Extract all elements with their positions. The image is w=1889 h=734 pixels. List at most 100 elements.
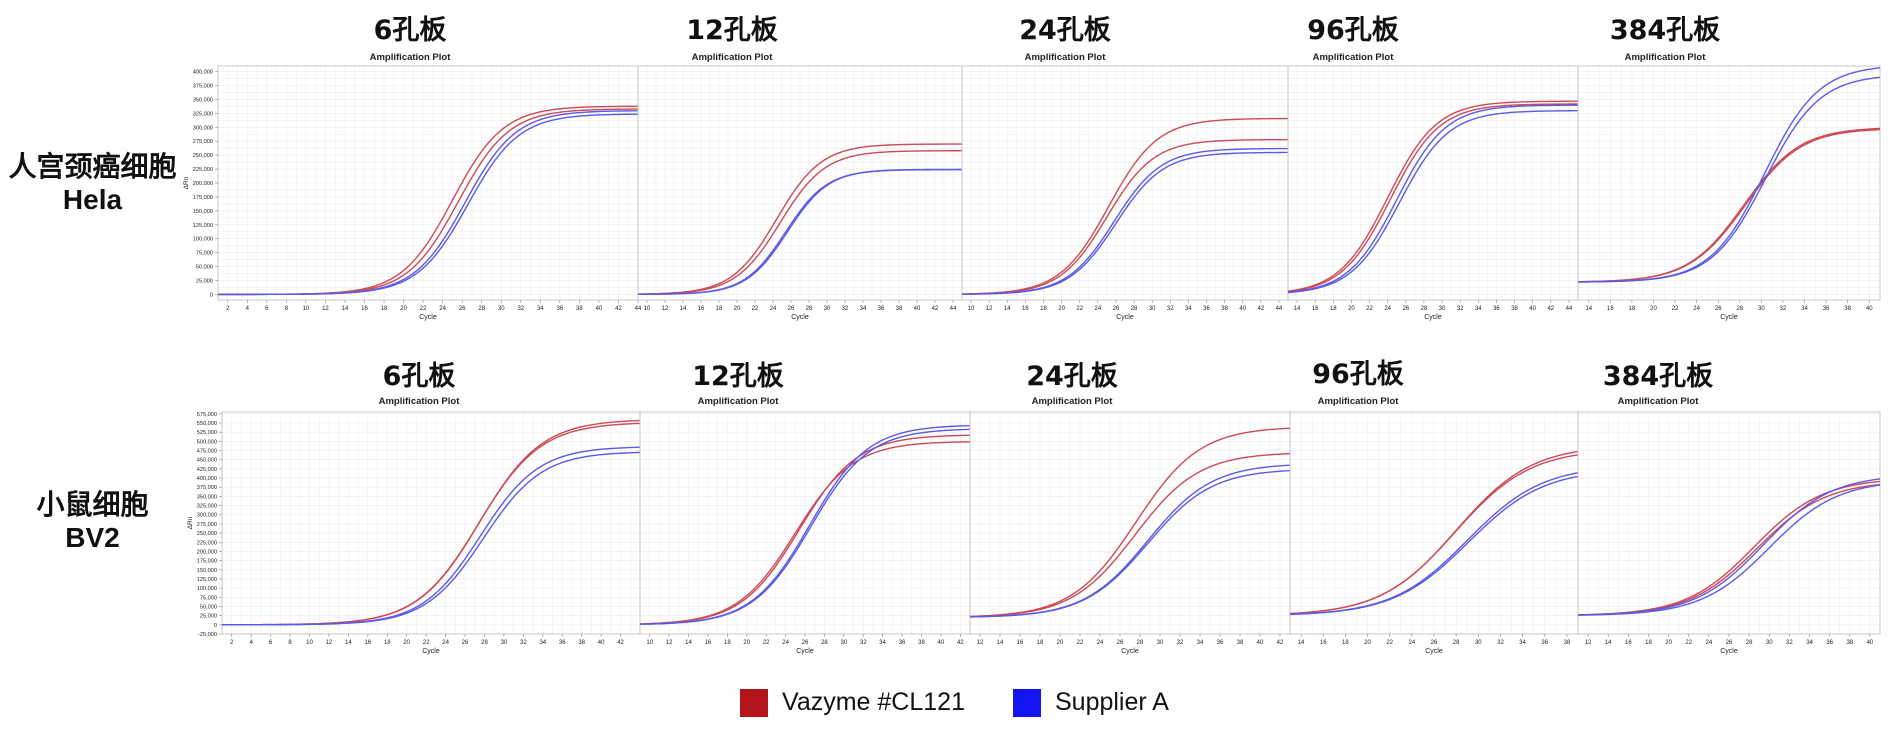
x-tick-label: 12	[662, 306, 669, 312]
x-tick-label: 20	[403, 640, 410, 646]
panel-label: 384孔板	[1610, 15, 1720, 46]
x-tick-label: 12	[326, 640, 333, 646]
x-tick-label: 22	[1685, 640, 1692, 646]
chart-panel-7: 24孔板 Amplification Plot 12 14 16 18 20 22 24 26 28…	[969, 361, 1291, 655]
x-tick-label: 14	[345, 640, 352, 646]
x-tick-label: 44	[1566, 306, 1573, 312]
x-tick-label: 26	[1726, 640, 1733, 646]
series-line-3	[1577, 76, 1881, 283]
panel-title: Amplification Plot	[1618, 396, 1700, 407]
x-tick-label: 32	[520, 640, 527, 646]
x-tick-label: 34	[1519, 640, 1526, 646]
x-tick-label: 4	[249, 640, 253, 646]
x-tick-label: 26	[459, 306, 466, 312]
x-tick-label: 28	[821, 640, 828, 646]
chart-panel-4: 384孔板 Amplification Plot 14 16 18 20 22 24 26 28 3…	[1577, 15, 1881, 321]
y-tick-label: 25,000	[200, 614, 217, 620]
x-tick-label: 42	[617, 640, 624, 646]
x-tick-label: 16	[361, 306, 368, 312]
x-tick-label: 22	[423, 640, 430, 646]
x-tick-label: 28	[1746, 640, 1753, 646]
x-axis-label: Cycle	[419, 314, 437, 321]
x-tick-label: 44	[950, 306, 957, 312]
chart-panel-2: 24孔板 Amplification Plot 10 12 14 16 18 20 22 24 26…	[961, 15, 1289, 321]
y-tick-label: 150,000	[193, 209, 213, 215]
chart-panel-3: 96孔板 Amplification Plot 14 16 18 20 22 24 26 28 30…	[1287, 15, 1579, 321]
x-tick-label: 40	[938, 640, 945, 646]
panel-title: Amplification Plot	[1032, 396, 1114, 407]
x-tick-label: 38	[578, 640, 585, 646]
series-line-0	[222, 419, 641, 626]
panel-label: 96孔板	[1307, 15, 1399, 46]
x-tick-label: 10	[646, 640, 653, 646]
x-tick-label: 24	[770, 306, 777, 312]
series-line-3	[1287, 110, 1579, 294]
y-axis-label: ΔRn	[183, 176, 190, 189]
legend-swatch-vazyme	[740, 688, 768, 717]
x-tick-label: 30	[1439, 306, 1446, 312]
x-tick-label: 18	[381, 306, 388, 312]
x-tick-label: 34	[537, 306, 544, 312]
x-tick-label: 2	[230, 640, 234, 646]
y-tick-label: 0	[214, 623, 217, 629]
x-tick-label: 16	[364, 640, 371, 646]
x-tick-label: 36	[899, 640, 906, 646]
series-line-3	[1289, 475, 1579, 616]
x-tick-label: 30	[1758, 306, 1765, 312]
x-axis-label: Cycle	[1720, 314, 1738, 321]
series-line-1	[637, 150, 962, 295]
x-tick-label: 32	[1497, 640, 1504, 646]
x-tick-label: 18	[1330, 306, 1337, 312]
x-tick-label: 36	[878, 306, 885, 312]
x-tick-label: 18	[1645, 640, 1652, 646]
series-line-3	[1577, 484, 1881, 616]
y-tick-label: -25,000	[198, 632, 217, 638]
panel-title: Amplification Plot	[1625, 52, 1707, 63]
x-tick-label: 28	[1421, 306, 1428, 312]
x-tick-label: 38	[896, 306, 903, 312]
y-tick-label: 200,000	[197, 549, 217, 555]
series-line-3	[637, 168, 962, 296]
x-tick-label: 20	[1348, 306, 1355, 312]
y-tick-label: 100,000	[197, 586, 217, 592]
y-tick-label: 575,000	[197, 412, 217, 418]
y-tick-label: 525,000	[197, 430, 217, 436]
row-label-hela-line2: Hela	[62, 184, 123, 215]
x-tick-label: 42	[932, 306, 939, 312]
x-tick-label: 24	[439, 306, 446, 312]
x-tick-label: 34	[1197, 640, 1204, 646]
x-tick-label: 34	[860, 306, 867, 312]
legend-item-supplier: Supplier A	[1012, 688, 1169, 717]
x-tick-label: 4	[246, 306, 250, 312]
x-tick-label: 38	[1564, 640, 1571, 646]
series-line-3	[639, 428, 971, 625]
y-tick-label: 200,000	[193, 181, 213, 187]
y-tick-label: 475,000	[197, 449, 217, 455]
x-tick-label: 24	[1706, 640, 1713, 646]
y-tick-label: 375,000	[193, 84, 213, 90]
x-tick-label: 24	[442, 640, 449, 646]
y-tick-label: 325,000	[193, 111, 213, 117]
x-tick-label: 38	[1846, 640, 1853, 646]
panel-title: Amplification Plot	[370, 52, 452, 63]
series-line-0	[1287, 100, 1579, 292]
series-line-1	[1289, 454, 1579, 615]
x-tick-label: 32	[1457, 306, 1464, 312]
x-tick-label: 20	[1058, 306, 1065, 312]
x-tick-label: 26	[1113, 306, 1120, 312]
x-tick-label: 30	[840, 640, 847, 646]
x-tick-label: 30	[498, 306, 505, 312]
x-axis-label: Cycle	[422, 648, 440, 655]
x-tick-label: 28	[806, 306, 813, 312]
series-line-1	[1287, 103, 1579, 293]
y-tick-label: 500,000	[197, 439, 217, 445]
x-tick-label: 26	[802, 640, 809, 646]
x-tick-label: 18	[384, 640, 391, 646]
x-tick-label: 26	[1431, 640, 1438, 646]
x-tick-label: 22	[1077, 640, 1084, 646]
x-tick-label: 20	[1364, 640, 1371, 646]
series-line-1	[961, 138, 1289, 295]
